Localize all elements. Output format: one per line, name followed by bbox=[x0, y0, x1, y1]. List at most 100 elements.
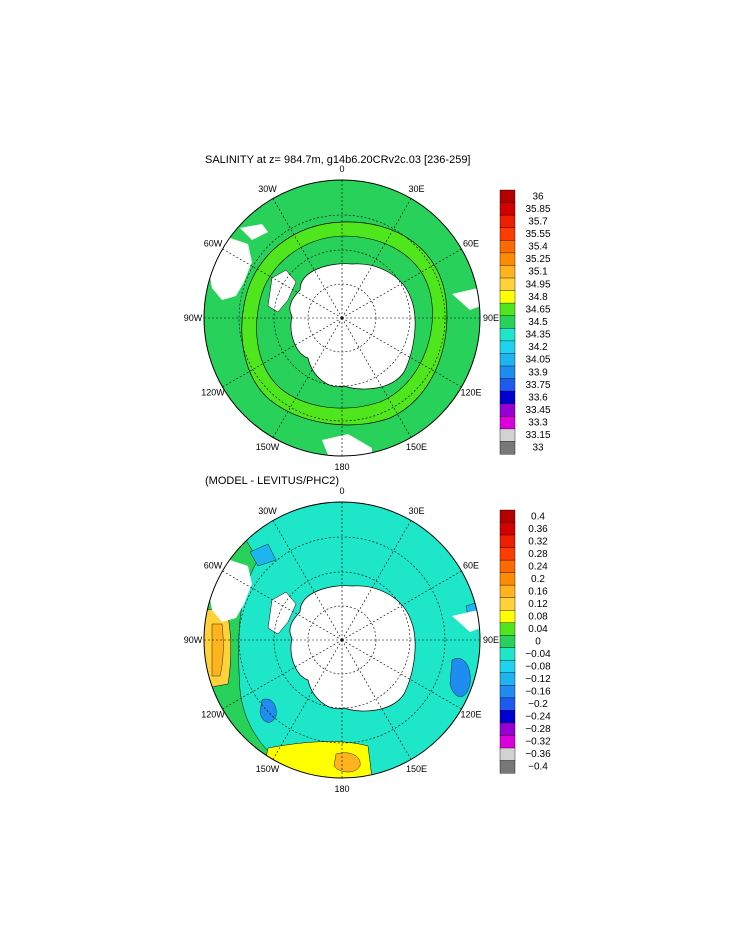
colorbar-swatch bbox=[499, 584, 516, 599]
colorbar-tick-label: 0.08 bbox=[528, 612, 548, 623]
colorbar-swatch bbox=[499, 441, 516, 455]
longitude-label: 60E bbox=[463, 561, 479, 571]
colorbar-swatch bbox=[499, 735, 516, 749]
colorbar-swatch bbox=[499, 403, 516, 417]
colorbar-swatch bbox=[499, 722, 516, 736]
colorbar-tick-label: 34.8 bbox=[528, 292, 548, 303]
colorbar-tick-label: 33.6 bbox=[528, 392, 548, 403]
colorbar-swatch bbox=[499, 189, 516, 204]
longitude-label: 90E bbox=[483, 635, 499, 645]
colorbar-swatch bbox=[499, 328, 516, 342]
colorbar-tick-label: 35.4 bbox=[528, 242, 548, 253]
meridian-line bbox=[222, 639, 343, 710]
longitude-label: 90E bbox=[483, 313, 499, 323]
colorbar-swatch bbox=[499, 202, 516, 216]
land-new-zealand bbox=[322, 434, 372, 456]
colorbar-tick-label: 0.36 bbox=[528, 524, 548, 535]
colorbar-swatch bbox=[499, 277, 516, 292]
diff-patch-0-2 bbox=[211, 623, 224, 677]
meridian-line bbox=[341, 317, 462, 388]
graticule-top bbox=[204, 180, 480, 456]
colorbar-swatch bbox=[499, 290, 516, 304]
colorbar-swatch bbox=[499, 559, 516, 574]
colorbar-swatch bbox=[499, 747, 516, 762]
longitude-label: 0 bbox=[339, 486, 344, 496]
longitude-label: 30E bbox=[408, 506, 424, 516]
longitude-label: 0 bbox=[339, 164, 344, 174]
longitude-label: 30W bbox=[258, 506, 277, 516]
colorbar-tick-label: 34.35 bbox=[525, 330, 550, 341]
longitude-label: 60W bbox=[204, 561, 223, 571]
colorbar-swatch bbox=[499, 227, 516, 241]
colorbar-tick-label: −0.28 bbox=[525, 724, 551, 735]
longitude-label: 90W bbox=[184, 313, 203, 323]
meridian-line bbox=[341, 520, 412, 641]
chart-title-salinity: SALINITY at z= 984.7m, g14b6.20CRv2c.03 … bbox=[205, 154, 471, 166]
colorbar-tick-label: 0.4 bbox=[531, 511, 545, 522]
colorbar-tick-label: 0.16 bbox=[528, 586, 548, 597]
meridian-line bbox=[272, 317, 343, 438]
longitude-label: 120W bbox=[201, 388, 225, 398]
colorbar-tick-label: 0.2 bbox=[531, 574, 545, 585]
colorbar-swatch bbox=[499, 315, 516, 329]
colorbar-tick-label: −0.24 bbox=[525, 712, 551, 723]
colorbar-swatch bbox=[499, 252, 516, 266]
meridian-line bbox=[341, 248, 462, 319]
colorbar-tick-label: 33.45 bbox=[525, 405, 550, 416]
colorbar-swatch bbox=[499, 522, 516, 536]
colorbar-swatch bbox=[499, 390, 516, 405]
meridian-line bbox=[222, 248, 343, 319]
longitude-label: 150E bbox=[406, 442, 427, 452]
diff-patch-0-2b bbox=[333, 752, 361, 773]
colorbar-swatch bbox=[499, 428, 516, 442]
longitude-label: 150E bbox=[406, 764, 427, 774]
meridian-line bbox=[341, 639, 412, 760]
colorbar-tick-label: 35.1 bbox=[528, 267, 548, 278]
colorbar-swatch bbox=[499, 622, 516, 636]
colorbar-tick-label: 34.5 bbox=[528, 317, 548, 328]
colorbar-swatch bbox=[499, 340, 516, 354]
colorbar-tick-label: 36 bbox=[532, 191, 544, 202]
land-islands bbox=[240, 224, 268, 240]
graticule-bottom bbox=[204, 502, 480, 778]
colorbar-swatch bbox=[499, 697, 516, 711]
colorbar-tick-label: 0.24 bbox=[528, 561, 548, 572]
meridian-line bbox=[341, 317, 412, 438]
antarctic-peninsula-b bbox=[267, 591, 297, 635]
colorbar-swatch bbox=[499, 572, 516, 586]
colorbar-difference: 0.40.360.320.280.240.20.160.120.080.040−… bbox=[499, 509, 551, 774]
longitude-label: 60W bbox=[204, 239, 223, 249]
colorbar-tick-label: −0.4 bbox=[528, 762, 548, 773]
colorbar-swatch bbox=[499, 534, 516, 549]
difference-map: 0 30E 60E 90E 120E 150E 180 150W 120W 90W 60W 30W bbox=[184, 486, 499, 794]
colorbar-tick-label: 34.95 bbox=[525, 279, 550, 290]
salinity-map: 0 30E 60E 90E 120E 150E 180 150W 120W 90W 60W 30W bbox=[184, 164, 499, 472]
longitude-label: 120E bbox=[460, 710, 481, 720]
colorbar-swatch bbox=[499, 597, 516, 611]
longitude-label: 90W bbox=[184, 635, 203, 645]
longitude-label: 60E bbox=[463, 239, 479, 249]
colorbar-swatch bbox=[499, 265, 516, 279]
colorbar-tick-label: 0 bbox=[535, 637, 541, 648]
longitude-label: 120W bbox=[201, 710, 225, 720]
colorbar-tick-label: 33.15 bbox=[525, 430, 550, 441]
meridian-line bbox=[341, 198, 412, 319]
colorbar-swatch bbox=[499, 672, 516, 686]
colorbar-tick-label: −0.32 bbox=[525, 737, 551, 748]
antarctic-peninsula bbox=[267, 269, 297, 313]
colorbar-tick-label: 35.55 bbox=[525, 229, 550, 240]
meridian-line bbox=[222, 570, 343, 641]
colorbar-swatch bbox=[499, 353, 516, 367]
colorbar-swatch bbox=[499, 610, 516, 624]
chart-title-difference: (MODEL - LEVITUS/PHC2) bbox=[205, 475, 340, 487]
colorbar-tick-label: 0.28 bbox=[528, 549, 548, 560]
antarctica-b bbox=[289, 585, 416, 712]
colorbar-tick-label: −0.2 bbox=[528, 699, 548, 710]
colorbar-tick-label: 34.2 bbox=[528, 342, 548, 353]
colorbar-tick-label: 33.9 bbox=[528, 367, 548, 378]
diff-patch-neg-0-16 bbox=[259, 698, 277, 723]
colorbar-swatch bbox=[499, 710, 516, 724]
meridian-line bbox=[341, 570, 462, 641]
colorbar-tick-label: 34.65 bbox=[525, 304, 550, 315]
